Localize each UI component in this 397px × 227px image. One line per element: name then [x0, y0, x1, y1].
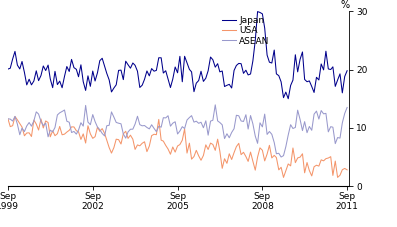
Line: ASEAN: ASEAN	[8, 105, 347, 157]
Legend: Japan, USA, ASEAN: Japan, USA, ASEAN	[222, 16, 270, 46]
Line: Japan: Japan	[8, 12, 347, 99]
Text: %: %	[340, 0, 349, 10]
Line: USA: USA	[8, 116, 347, 178]
